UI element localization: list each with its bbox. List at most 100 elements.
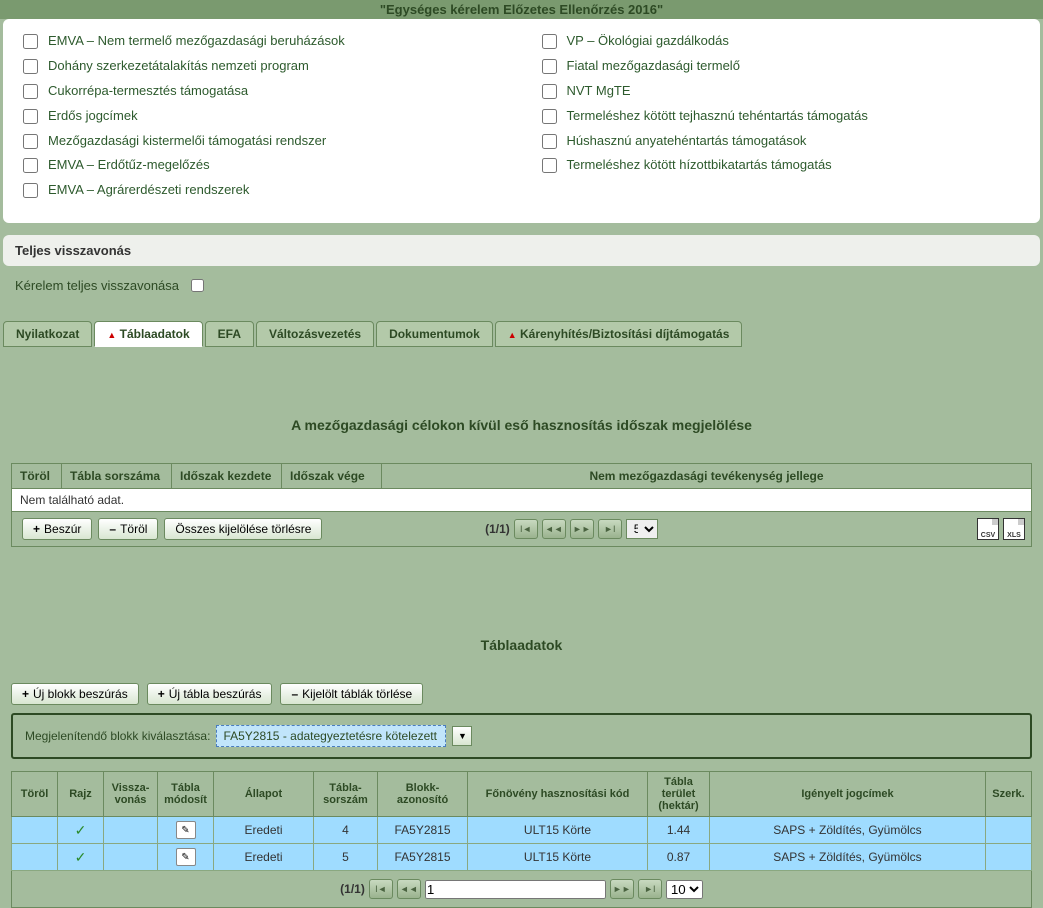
new-table-button[interactable]: +Új tábla beszúrás (147, 683, 273, 705)
claim-checkbox[interactable] (542, 84, 557, 99)
column-header: Időszak vége (282, 464, 382, 488)
column-header: Blokk- azonosító (378, 772, 468, 817)
block-filter-value[interactable]: FA5Y2815 - adategyeztetésre kötelezett (216, 725, 446, 747)
pager2-prev[interactable]: ◄◄ (397, 879, 421, 899)
check-icon: ✓ (75, 849, 87, 865)
withdraw-label: Kérelem teljes visszavonása (15, 278, 179, 293)
cell-titles: SAPS + Zöldítés, Gyümölcs (710, 844, 986, 871)
no-data-text: Nem található adat. (11, 489, 1032, 512)
plus-icon: + (22, 687, 29, 701)
check-icon: ✓ (75, 822, 87, 838)
column-header: Szerk. (986, 772, 1032, 817)
cell-titles: SAPS + Zöldítés, Gyümölcs (710, 817, 986, 844)
pager-prev[interactable]: ◄◄ (542, 519, 566, 539)
block-filter-dropdown[interactable]: ▼ (452, 726, 472, 746)
claim-checkbox[interactable] (542, 59, 557, 74)
pager2-size-select[interactable]: 10 (666, 880, 703, 899)
table-row[interactable]: ✓ ✎ Eredeti4FA5Y2815ULT15 Körte1.44SAPS + … (12, 817, 1032, 844)
warning-icon: ▲ (508, 330, 517, 340)
cell-block: FA5Y2815 (378, 817, 468, 844)
column-header: Töröl (12, 772, 58, 817)
claim-label: EMVA – Agrárerdészeti rendszerek (48, 182, 249, 199)
export-csv-icon[interactable]: CSV (977, 518, 999, 540)
cell-num: 4 (314, 817, 378, 844)
cell-area: 0.87 (648, 844, 710, 871)
tab-v-ltoz-svezet-s[interactable]: Változásvezetés (256, 321, 374, 347)
pager2-last[interactable]: ►I (638, 879, 662, 899)
column-header: Tábla terület (hektár) (648, 772, 710, 817)
claim-label: NVT MgTE (567, 83, 631, 100)
minus-icon: – (109, 522, 116, 536)
pager-last[interactable]: ►I (598, 519, 622, 539)
minus-icon: – (291, 687, 298, 701)
tab-k-renyh-t-s-biztos-t-si-d-jt-mogat-s[interactable]: ▲ Kárenyhítés/Biztosítási díjtámogatás (495, 321, 743, 347)
claim-checkbox[interactable] (542, 134, 557, 149)
withdraw-checkbox[interactable] (191, 279, 204, 292)
section2-title: Táblaadatok (3, 627, 1040, 683)
claim-label: VP – Ökológiai gazdálkodás (567, 33, 729, 50)
tab-t-blaadatok[interactable]: ▲ Táblaadatok (94, 321, 202, 347)
plus-icon: + (33, 522, 40, 536)
column-header: Tábla- sorszám (314, 772, 378, 817)
claim-label: Mezőgazdasági kistermelői támogatási ren… (48, 133, 326, 150)
pager-first[interactable]: I◄ (514, 519, 538, 539)
claim-label: Húshasznú anyatehéntartás támogatások (567, 133, 807, 150)
tab-nyilatkozat[interactable]: Nyilatkozat (3, 321, 92, 347)
claim-label: Cukorrépa-termesztés támogatása (48, 83, 248, 100)
claim-types-panel: EMVA – Nem termelő mezőgazdasági beruház… (3, 19, 1040, 223)
column-header: Főnövény hasznosítási kód (468, 772, 648, 817)
tab-efa[interactable]: EFA (205, 321, 254, 347)
cell-crop: ULT15 Körte (468, 817, 648, 844)
claim-label: EMVA – Nem termelő mezőgazdasági beruház… (48, 33, 345, 50)
pager2-first[interactable]: I◄ (369, 879, 393, 899)
claim-checkbox[interactable] (542, 109, 557, 124)
filter-label: Megjelenítendő blokk kiválasztása: (25, 729, 210, 743)
cell-status: Eredeti (214, 817, 314, 844)
column-header: Tábla sorszáma (62, 464, 172, 488)
claim-checkbox[interactable] (23, 59, 38, 74)
claim-label: Erdős jogcímek (48, 108, 138, 125)
claim-checkbox[interactable] (23, 158, 38, 173)
claim-label: Dohány szerkezetátalakítás nemzeti progr… (48, 58, 309, 75)
tables-grid: TörölRajzVissza- vonásTábla módosítÁllap… (11, 771, 1032, 871)
modify-button[interactable]: ✎ (176, 821, 196, 839)
claim-checkbox[interactable] (23, 34, 38, 49)
claim-checkbox[interactable] (23, 84, 38, 99)
column-header: Állapot (214, 772, 314, 817)
claim-label: Fiatal mezőgazdasági termelő (567, 58, 740, 75)
insert-button[interactable]: +Beszúr (22, 518, 92, 540)
withdraw-header: Teljes visszavonás (3, 235, 1040, 266)
pager2-page-input[interactable] (425, 880, 606, 899)
plus-icon: + (158, 687, 165, 701)
column-header: Nem mezőgazdasági tevékenység jellege (382, 464, 1031, 488)
pager-text: (1/1) (485, 522, 510, 536)
delete-selected-button[interactable]: –Kijelölt táblák törlése (280, 683, 423, 705)
section1-title: A mezőgazdasági célokon kívül eső haszno… (3, 407, 1040, 463)
new-block-button[interactable]: +Új blokk beszúrás (11, 683, 139, 705)
claim-checkbox[interactable] (542, 158, 557, 173)
claim-checkbox[interactable] (23, 183, 38, 198)
column-header: Vissza- vonás (104, 772, 158, 817)
pager-next[interactable]: ►► (570, 519, 594, 539)
claim-checkbox[interactable] (23, 109, 38, 124)
pager2-next[interactable]: ►► (610, 879, 634, 899)
cell-num: 5 (314, 844, 378, 871)
delete-button[interactable]: –Töröl (98, 518, 158, 540)
column-header: Tábla módosít (158, 772, 214, 817)
cell-area: 1.44 (648, 817, 710, 844)
cell-status: Eredeti (214, 844, 314, 871)
column-header: Töröl (12, 464, 62, 488)
pager2-text: (1/1) (340, 882, 365, 896)
export-xls-icon[interactable]: XLS (1003, 518, 1025, 540)
page-title: "Egységes kérelem Előzetes Ellenőrzés 20… (0, 0, 1043, 19)
table-row[interactable]: ✓✎Eredeti5FA5Y2815ULT15 Körte0.87SAPS + … (12, 844, 1032, 871)
claim-checkbox[interactable] (542, 34, 557, 49)
claim-label: EMVA – Erdőtűz-megelőzés (48, 157, 210, 174)
cell-block: FA5Y2815 (378, 844, 468, 871)
page-size-select[interactable]: 5 (626, 519, 658, 539)
claim-checkbox[interactable] (23, 134, 38, 149)
clear-all-button[interactable]: Összes kijelölése törlésre (164, 518, 322, 540)
column-header: Rajz (58, 772, 104, 817)
modify-button[interactable]: ✎ (176, 848, 196, 866)
tab-dokumentumok[interactable]: Dokumentumok (376, 321, 493, 347)
